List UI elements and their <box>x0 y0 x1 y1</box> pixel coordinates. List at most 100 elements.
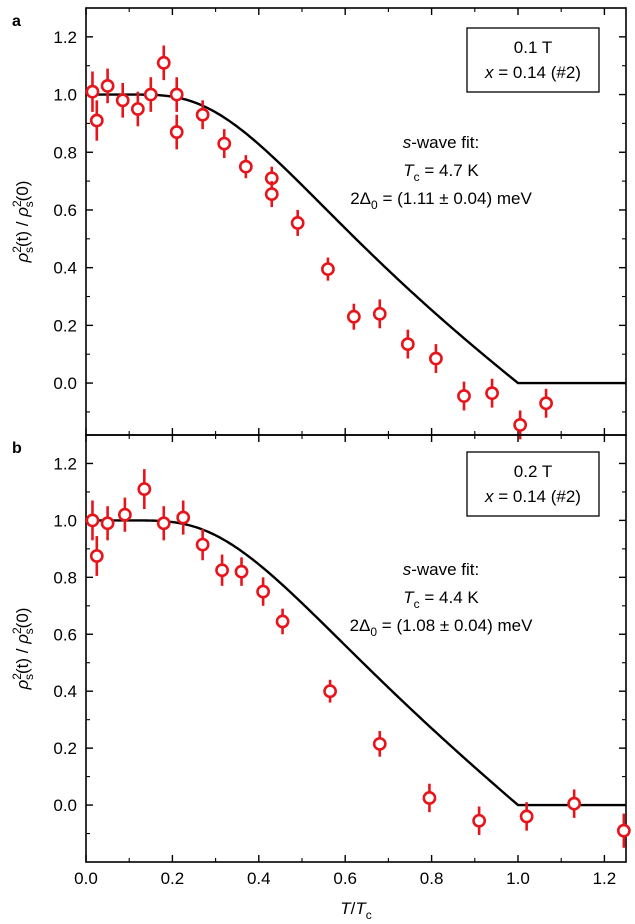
x-tick-label: 0.6 <box>333 869 357 888</box>
data-point <box>238 155 253 179</box>
marker <box>513 418 528 432</box>
data-point <box>275 608 290 635</box>
marker <box>372 736 387 751</box>
data-point <box>217 129 232 159</box>
data-point <box>169 77 184 112</box>
legend-doping-label: x = 0.14 (#2) <box>484 487 581 506</box>
data-point <box>89 100 104 141</box>
marker <box>169 87 184 102</box>
y-tick-label: 0.8 <box>53 568 77 587</box>
fit-curve <box>86 519 626 807</box>
data-point <box>215 554 229 586</box>
y-tick-label: 0.0 <box>53 374 77 393</box>
data-point <box>372 299 387 329</box>
data-point <box>85 500 100 541</box>
y-tick-label: 0.0 <box>53 796 77 815</box>
marker <box>85 84 100 99</box>
marker <box>472 813 487 828</box>
marker <box>485 386 499 401</box>
marker <box>616 823 631 838</box>
y-tick-label: 0.4 <box>53 259 77 278</box>
marker <box>137 482 152 496</box>
marker <box>275 614 290 629</box>
data-point <box>176 500 191 535</box>
x-tick-label: 0.2 <box>161 869 185 888</box>
data-point <box>323 679 337 703</box>
marker <box>89 549 104 563</box>
marker <box>256 584 271 599</box>
legend-box <box>466 451 600 517</box>
marker <box>400 337 415 352</box>
fit-title: s-wave fit: <box>403 133 480 152</box>
data-point <box>100 506 115 541</box>
plot-frame <box>85 434 627 863</box>
y-tick-label: 1.2 <box>53 454 77 473</box>
x-tick-label: 0.4 <box>247 869 271 888</box>
marker <box>85 513 100 528</box>
marker <box>238 159 253 174</box>
panel-a: 0.0 0.2 0.4 0.6 0.8 1.0 1.2 a 0.1 T x = 0.14 (#2)… <box>10 7 627 440</box>
marker <box>100 516 115 531</box>
legend-field-label: 0.1 T <box>514 38 552 57</box>
marker <box>567 796 582 811</box>
marker <box>156 516 171 531</box>
marker <box>372 306 387 321</box>
marker <box>323 684 337 699</box>
data-point <box>290 209 305 236</box>
data-point <box>616 813 631 848</box>
data-point <box>143 77 158 112</box>
marker <box>321 262 335 277</box>
data-point <box>89 536 104 576</box>
marker <box>422 791 437 805</box>
panel-letter: a <box>12 13 21 30</box>
marker <box>195 537 210 552</box>
marker <box>117 507 132 522</box>
marker <box>195 107 210 122</box>
data-point <box>85 71 100 112</box>
data-point <box>115 83 130 118</box>
data-point <box>400 329 415 359</box>
data-point <box>472 806 487 835</box>
fit-title: s-wave fit: <box>403 560 480 579</box>
data-point <box>264 181 279 208</box>
y-tick-label: 0.8 <box>53 143 77 162</box>
x-tick-label: 1.2 <box>593 869 617 888</box>
data-point <box>100 68 115 104</box>
fit-gap: 2Δ0 = (1.08 ± 0.04) meV <box>350 616 533 639</box>
fit-curve <box>86 93 626 385</box>
data-point <box>195 528 210 561</box>
y-axis-label: ρ2s(t) / ρ2s(0) <box>10 181 36 264</box>
legend-field-label: 0.2 T <box>514 462 552 481</box>
marker <box>264 187 279 201</box>
marker <box>215 563 229 578</box>
panel-letter: b <box>12 440 22 457</box>
fit-tc: Tc = 4.7 K <box>403 161 479 184</box>
marker <box>539 396 553 411</box>
y-tick-label: 0.2 <box>53 739 77 758</box>
data-point <box>422 783 437 813</box>
x-tick-label: 1.0 <box>506 869 530 888</box>
y-tick-label: 0.2 <box>53 316 77 335</box>
data-point <box>130 91 145 127</box>
data-point <box>429 344 443 373</box>
data-point <box>539 388 553 418</box>
marker <box>100 78 115 93</box>
y-axis-label: ρ2s(t) / ρ2s(0) <box>10 608 36 691</box>
marker <box>89 113 104 128</box>
data-point <box>321 257 335 281</box>
marker <box>519 809 534 824</box>
data-point <box>169 114 184 150</box>
legend-box <box>466 27 600 93</box>
data-point <box>234 557 249 586</box>
data-point <box>372 731 387 757</box>
data-point <box>346 303 361 330</box>
data-point <box>256 577 271 606</box>
marker <box>169 125 184 139</box>
marker <box>234 564 249 579</box>
marker <box>429 351 443 366</box>
x-axis: 0.0 0.2 0.4 0.6 0.8 1.0 1.2 T/Tc <box>74 869 616 922</box>
y-tick-label: 0.6 <box>53 201 77 220</box>
data-point <box>457 381 471 411</box>
marker <box>176 510 191 525</box>
data-point <box>137 469 152 510</box>
